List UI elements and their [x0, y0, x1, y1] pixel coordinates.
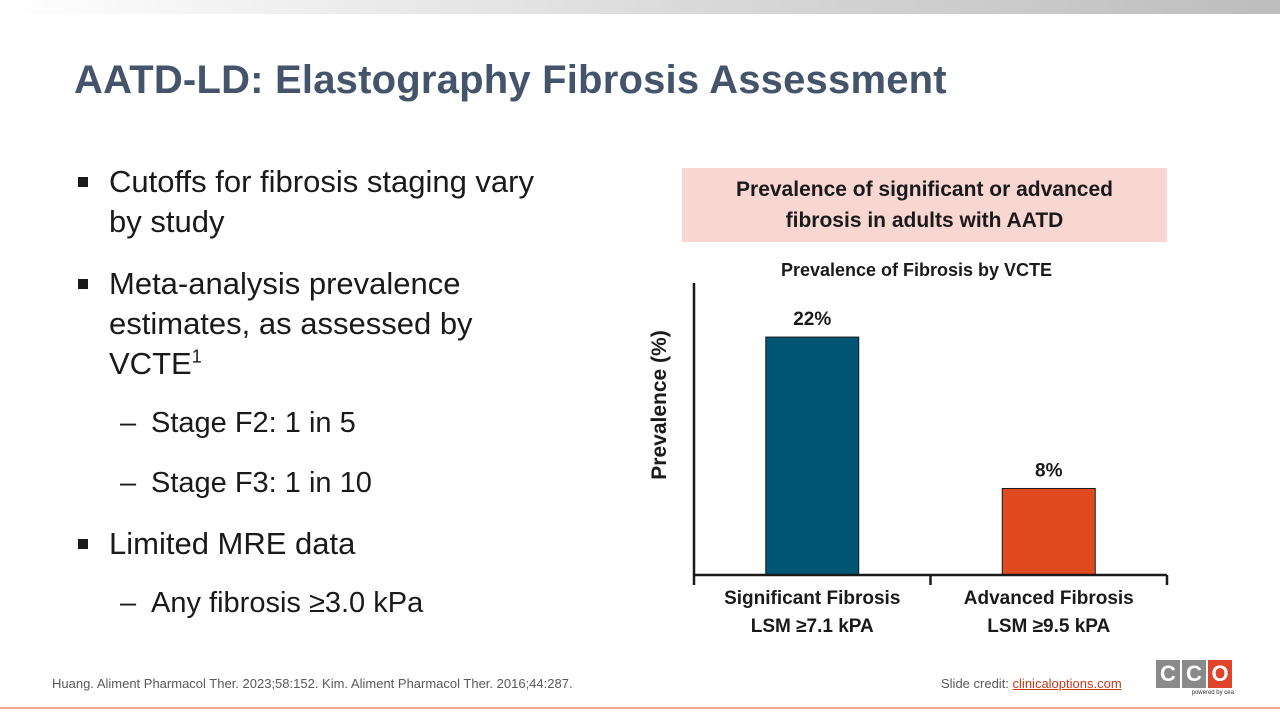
sub-bullet-text: Any fibrosis ≥3.0 kPa	[151, 587, 424, 619]
sub-bullet-item: – Stage F2: 1 in 5	[74, 404, 554, 442]
bullet-item: Meta-analysis prevalence estimates, as a…	[74, 264, 554, 384]
bar	[765, 336, 860, 576]
bar	[1001, 487, 1096, 576]
chart-header-text: Prevalence of significant or advanced fi…	[736, 178, 1113, 232]
footer-references: Huang. Aliment Pharmacol Ther. 2023;58:1…	[52, 676, 573, 691]
chart-title: Prevalence of Fibrosis by VCTE	[780, 260, 1053, 280]
cco-logo: C C O powered by cea	[1156, 660, 1234, 696]
top-gradient-bar	[0, 0, 1280, 14]
bullet-text: Meta-analysis prevalence estimates, as a…	[109, 266, 473, 381]
slide-credit: Slide credit: clinicaloptions.com	[941, 676, 1122, 691]
sub-bullet-text: Stage F3: 1 in 10	[151, 467, 372, 499]
bullet-square-icon	[78, 279, 88, 289]
bullet-square-icon	[78, 539, 88, 549]
bullet-text: Cutoffs for fibrosis staging vary by stu…	[109, 164, 534, 239]
x-tick-label: Significant Fibrosis LSM ≥7.1 kPA	[692, 585, 932, 641]
data-label: 22%	[793, 309, 831, 330]
dash-icon: –	[120, 407, 137, 439]
logo-letter: C	[1182, 660, 1206, 688]
x-tick-label-line: Advanced Fibrosis	[963, 588, 1134, 609]
bullet-list: Cutoffs for fibrosis staging vary by stu…	[74, 162, 554, 622]
bullet-square-icon	[78, 177, 88, 187]
bullet-item: Limited MRE data	[74, 524, 554, 564]
sub-bullet-text: Stage F2: 1 in 5	[151, 407, 356, 439]
bullet-text: Limited MRE data	[109, 526, 356, 561]
x-tick-label: Advanced Fibrosis LSM ≥9.5 kPA	[929, 585, 1169, 641]
dash-icon: –	[120, 467, 137, 499]
bullet-item: Cutoffs for fibrosis staging vary by stu…	[74, 162, 554, 242]
bottom-divider	[0, 707, 1280, 709]
sub-bullet-item: – Stage F3: 1 in 10	[74, 464, 554, 502]
slide-title: AATD-LD: Elastography Fibrosis Assessmen…	[74, 58, 947, 102]
data-label: 8%	[1035, 460, 1063, 481]
x-tick-label-line: LSM ≥9.5 kPA	[987, 616, 1111, 637]
x-tick-label-line: LSM ≥7.1 kPA	[750, 616, 874, 637]
sub-bullet-item: – Any fibrosis ≥3.0 kPa	[74, 584, 554, 622]
chart-header-box: Prevalence of significant or advanced fi…	[682, 168, 1167, 242]
logo-letter: O	[1208, 660, 1232, 688]
credit-label: Slide credit:	[941, 676, 1013, 691]
citation-superscript: 1	[191, 346, 202, 367]
logo-tagline: powered by cea	[1191, 690, 1234, 696]
x-tick-label-line: Significant Fibrosis	[724, 588, 901, 609]
logo-letter: C	[1156, 660, 1180, 688]
dash-icon: –	[120, 587, 137, 619]
credit-link[interactable]: clinicaloptions.com	[1012, 676, 1122, 691]
